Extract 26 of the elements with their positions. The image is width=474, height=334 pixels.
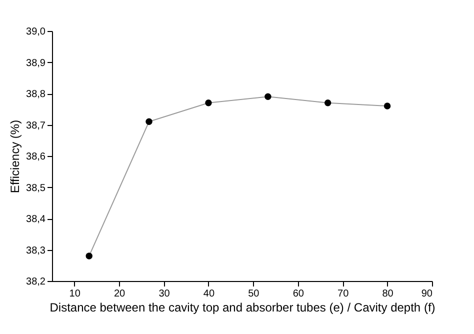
x-tick-label: 80	[382, 288, 394, 300]
x-tick-label: 40	[203, 288, 215, 300]
point	[324, 100, 332, 106]
y-tick-label: 38,3	[26, 245, 46, 256]
y-tick-label: 38,8	[26, 89, 46, 100]
x-tick-label: 50	[248, 288, 260, 300]
x-axis-title: Distance between the cavity top and absorber tubes (e) / Cavity depth (f)	[50, 300, 436, 314]
x-tick-label: 20	[114, 288, 126, 300]
point	[86, 252, 92, 260]
x-tick-label: 60	[292, 288, 304, 300]
x-tick-label: 70	[338, 288, 350, 300]
x-tick-label: 90	[421, 288, 433, 300]
y-tick-label: 38,4	[26, 214, 46, 225]
y-tick-label: 38,7	[26, 120, 46, 132]
y-axis-title: Efficiency (%)	[8, 120, 22, 194]
x-tick-label: 10	[69, 288, 81, 300]
y-tick-label: 39,0	[26, 26, 46, 38]
x-tick-label: 30	[158, 288, 170, 300]
point	[264, 93, 272, 100]
point	[205, 100, 212, 106]
y-tick-label: 38,5	[26, 182, 46, 194]
point	[146, 118, 152, 125]
y-tick-label: 38,6	[26, 152, 46, 162]
point	[384, 102, 391, 110]
y-tick-label: 38,9	[26, 58, 46, 69]
y-tick-label: 38,2	[26, 276, 46, 288]
